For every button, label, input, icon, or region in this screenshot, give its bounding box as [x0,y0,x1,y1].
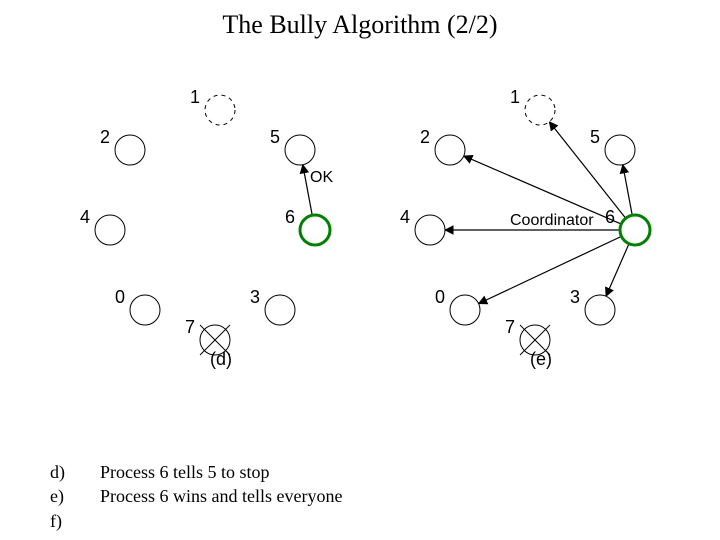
caption-row: f) [50,509,342,533]
node-circle [450,295,480,325]
node-circle [130,295,160,325]
node-circle [605,135,635,165]
node-label: 6 [605,207,615,227]
node-label: 0 [115,287,125,307]
node-label: 4 [400,207,410,227]
caption-text: Process 6 wins and tells everyone [100,484,342,508]
panel-caption: (e) [530,349,552,369]
edge-label: Coordinator [510,212,594,229]
node-label: 6 [285,207,295,227]
node-label: 4 [80,207,90,227]
node-circle [300,215,330,245]
node-label: 2 [100,127,110,147]
node-label: 2 [420,127,430,147]
panel-d: OK 1 2 5 4 6 0 3 7 (d) [80,70,360,370]
node-label: 5 [270,127,280,147]
page-title: The Bully Algorithm (2/2) [0,10,720,40]
edge [479,236,622,303]
caption-key: d) [50,460,100,484]
caption-row: e) Process 6 wins and tells everyone [50,484,342,508]
edge-label: OK [310,169,333,186]
node-circle [435,135,465,165]
node-circle [620,215,650,245]
node-label: 1 [510,87,520,107]
panel-e: Coordinator 1 2 5 4 6 0 3 7 (e) [400,70,680,370]
node-circle [525,95,555,125]
node-circle [265,295,295,325]
node-label: 7 [185,317,195,337]
node-label: 5 [590,127,600,147]
node-circle [585,295,615,325]
node-label: 1 [190,87,200,107]
node-label: 3 [250,287,260,307]
node-circle [115,135,145,165]
node-circle [285,135,315,165]
caption-row: d) Process 6 tells 5 to stop [50,460,342,484]
node-circle [95,215,125,245]
edge [606,244,629,297]
node-label: 3 [570,287,580,307]
node-circle [205,95,235,125]
node-circle [415,215,445,245]
caption-text: Process 6 tells 5 to stop [100,460,270,484]
panel-caption: (d) [210,349,232,369]
caption-key: e) [50,484,100,508]
caption-key: f) [50,509,100,533]
node-label: 0 [435,287,445,307]
edge [623,165,632,216]
node-label: 7 [505,317,515,337]
caption-list: d) Process 6 tells 5 to stop e) Process … [50,460,342,533]
